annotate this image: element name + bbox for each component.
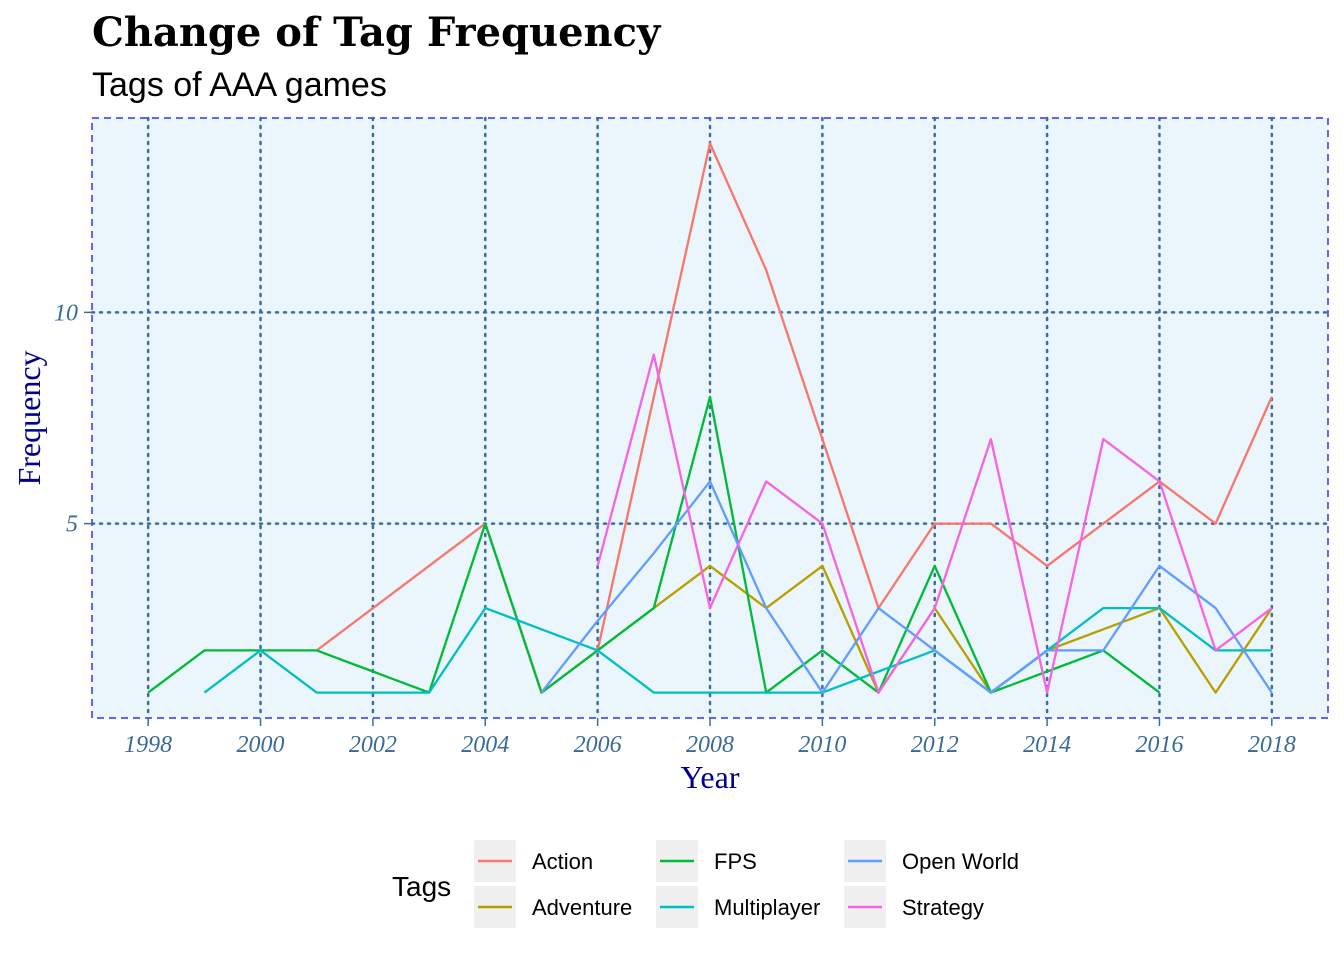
series-line-multiplayer: [203, 606, 1272, 694]
x-tick-label: 2018: [1248, 732, 1296, 758]
chart-subtitle: Tags of AAA games: [92, 66, 387, 104]
x-tick-label: 2010: [798, 732, 846, 758]
legend-label-fps: FPS: [714, 849, 757, 874]
x-tick-label: 2008: [686, 732, 734, 758]
y-axis-title: Frequency: [11, 350, 47, 485]
plot-panel: [91, 117, 1329, 719]
x-tick-label: 2016: [1135, 732, 1183, 758]
x-tick-label: 2000: [237, 732, 285, 758]
legend-items: Action Adventure FPS Multiplayer Open World S…: [474, 840, 1019, 928]
legend-label-strategy: Strategy: [902, 895, 984, 920]
series-line-strategy: [596, 353, 1273, 694]
x-tick-label: 1998: [124, 732, 172, 758]
y-tick-label: 5: [66, 512, 78, 538]
x-tick-label: 2004: [461, 732, 509, 758]
axis-ticks: 1998 2000 2002 2004 2006 2008 2010 2012 2014 2016…: [54, 300, 1296, 758]
chart-title: Change of Tag Frequency: [92, 9, 662, 56]
x-tick-label: 2002: [349, 732, 397, 758]
legend-label-action: Action: [532, 849, 593, 874]
series-line-open-world: [540, 480, 1273, 694]
grid-lines: [90, 116, 1330, 720]
x-tick-label: 2014: [1023, 732, 1071, 758]
series-lines: [147, 142, 1273, 694]
legend-label-adventure: Adventure: [532, 895, 632, 920]
legend-label-open-world: Open World: [902, 849, 1019, 874]
y-tick-label: 10: [54, 300, 78, 326]
x-axis-title: Year: [681, 759, 740, 795]
legend: Tags Action Adventure FPS Multiplayer Open W…: [392, 840, 1019, 928]
x-tick-label: 2012: [911, 732, 959, 758]
legend-label-multiplayer: Multiplayer: [714, 895, 820, 920]
legend-title: Tags: [392, 871, 451, 902]
x-tick-label: 2006: [574, 732, 622, 758]
